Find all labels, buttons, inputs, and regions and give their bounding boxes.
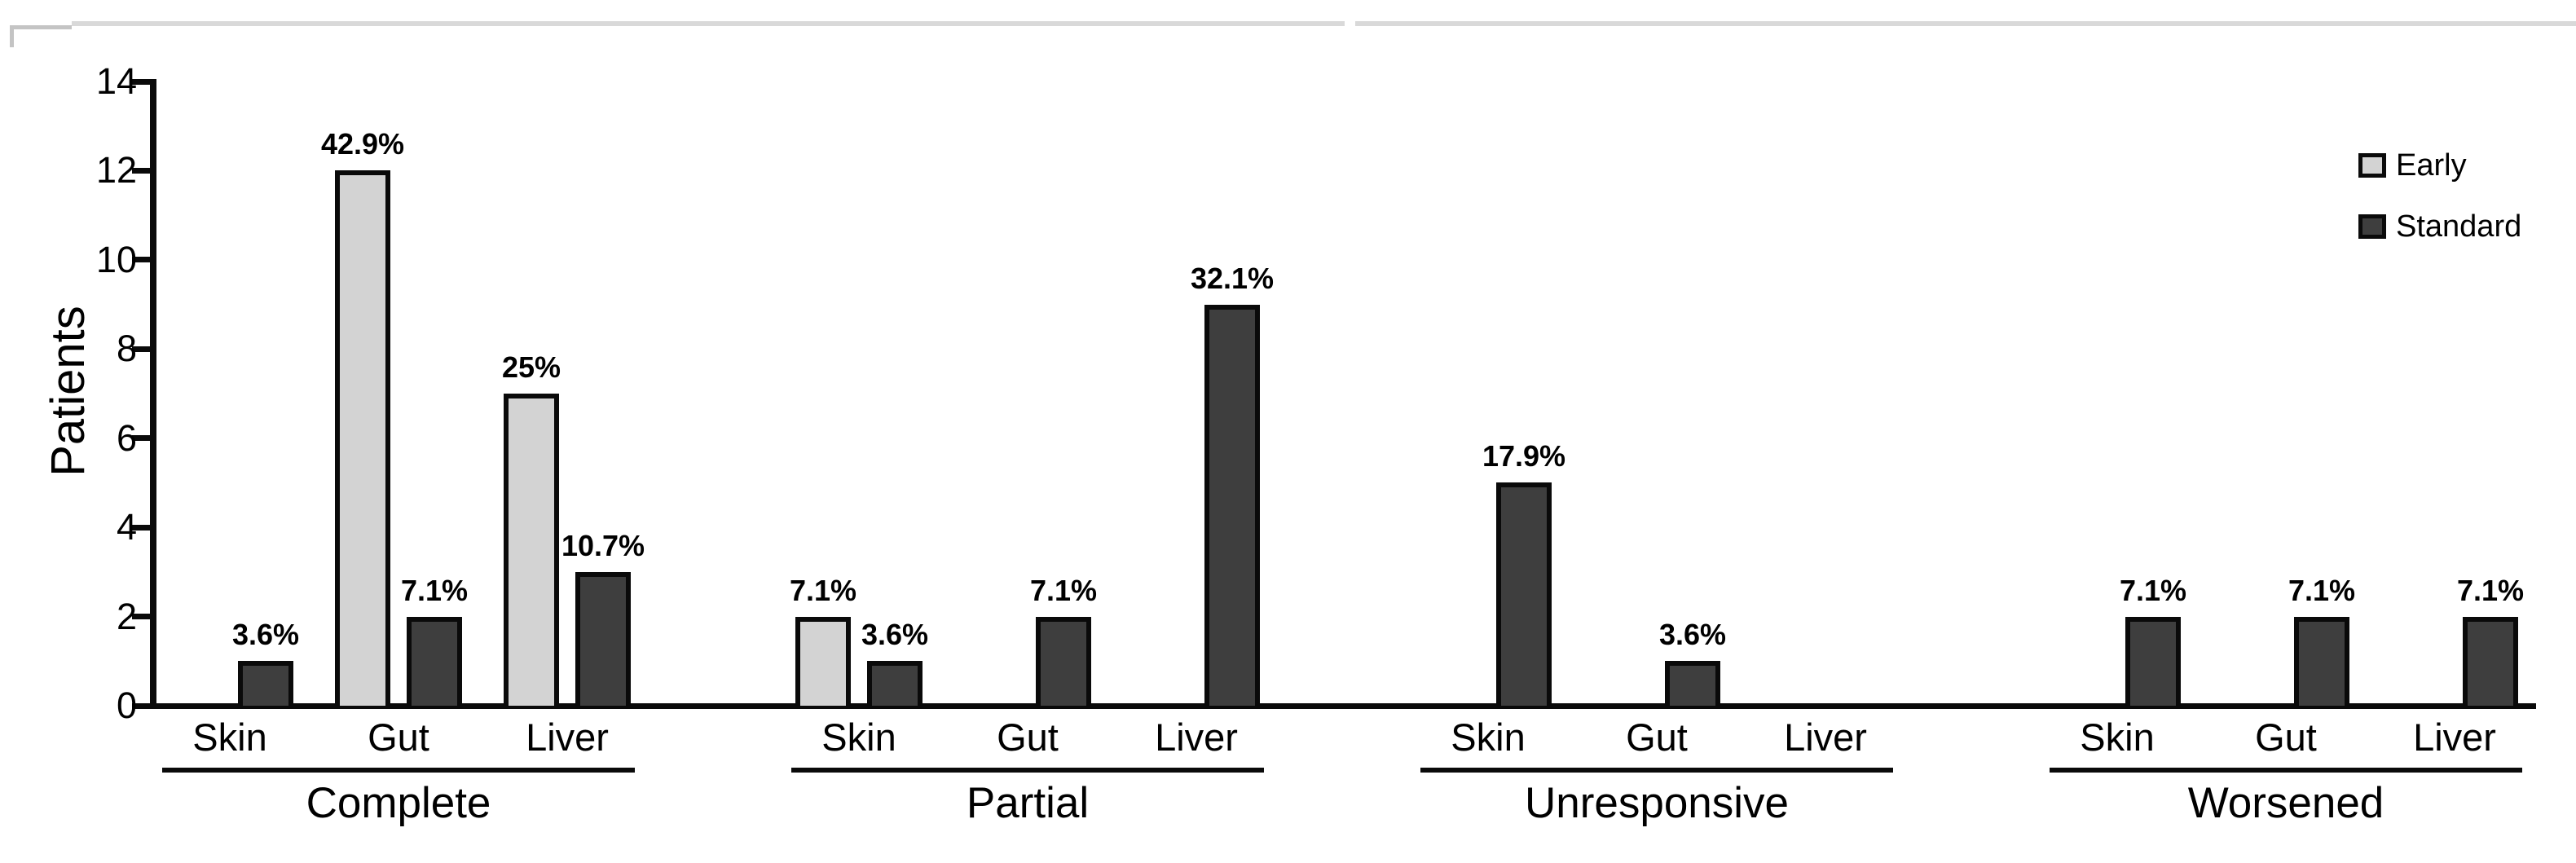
y-axis-title: Patients xyxy=(42,306,95,477)
group-label-worsened: Worsened xyxy=(2187,779,2384,827)
group-label-unresponsive: Unresponsive xyxy=(1524,779,1790,827)
y-tick-mark xyxy=(132,702,152,709)
category-label-partial-skin: Skin xyxy=(821,715,896,759)
group-label-complete: Complete xyxy=(306,779,491,827)
category-label-partial-liver: Liver xyxy=(1155,715,1238,759)
category-label-unresponsive-skin: Skin xyxy=(1451,715,1526,759)
bar-standard-worsened-liver xyxy=(2463,617,2518,706)
bar-standard-complete-liver xyxy=(575,572,631,706)
bar-standard-complete-skin xyxy=(238,661,293,706)
value-label-standard-worsened-gut: 7.1% xyxy=(2288,574,2356,607)
category-label-complete-skin: Skin xyxy=(192,715,267,759)
y-tick-mark xyxy=(132,524,152,531)
y-tick-mark xyxy=(132,167,152,174)
value-label-standard-complete-skin: 3.6% xyxy=(231,618,300,651)
bar-standard-worsened-skin xyxy=(2125,617,2181,706)
bar-standard-unresponsive-gut xyxy=(1665,661,1720,706)
value-label-standard-partial-gut: 7.1% xyxy=(1029,574,1098,607)
value-label-standard-unresponsive-skin: 17.9% xyxy=(1482,439,1566,473)
group-underline-complete xyxy=(162,768,635,773)
y-tick-label: 12 xyxy=(95,149,137,192)
category-label-worsened-skin: Skin xyxy=(2080,715,2155,759)
group-label-partial: Partial xyxy=(966,779,1090,827)
category-label-worsened-gut: Gut xyxy=(2255,715,2317,759)
category-label-unresponsive-gut: Gut xyxy=(1626,715,1688,759)
group-underline-partial xyxy=(791,768,1264,773)
y-tick-label: 6 xyxy=(116,416,137,459)
bar-standard-unresponsive-skin xyxy=(1496,482,1552,706)
value-label-early-complete-gut: 42.9% xyxy=(320,127,405,161)
y-tick-label: 10 xyxy=(95,238,137,280)
category-label-partial-gut: Gut xyxy=(997,715,1059,759)
scan-artifact-top-line-left xyxy=(72,21,1345,26)
group-underline-worsened xyxy=(2050,768,2522,773)
bar-early-complete-liver xyxy=(504,394,559,706)
category-label-worsened-liver: Liver xyxy=(2413,715,2496,759)
category-label-complete-liver: Liver xyxy=(526,715,609,759)
bar-standard-partial-liver xyxy=(1204,305,1260,706)
y-tick-label: 4 xyxy=(116,506,137,548)
value-label-standard-unresponsive-gut: 3.6% xyxy=(1658,618,1727,651)
value-label-standard-worsened-skin: 7.1% xyxy=(2119,574,2187,607)
legend-swatch-standard xyxy=(2358,214,2386,239)
category-label-unresponsive-liver: Liver xyxy=(1784,715,1867,759)
category-label-complete-gut: Gut xyxy=(368,715,429,759)
legend-label-standard: Standard xyxy=(2396,209,2522,244)
y-axis-spine xyxy=(150,79,156,709)
scan-artifact-corner-v xyxy=(10,25,14,47)
legend-swatch-early xyxy=(2358,153,2386,178)
scan-artifact-top-line-right xyxy=(1355,21,2576,26)
bar-standard-partial-gut xyxy=(1036,617,1091,706)
scan-artifact-corner-h xyxy=(10,25,72,29)
y-tick-label: 0 xyxy=(116,685,137,726)
y-tick-label: 8 xyxy=(116,328,137,370)
bar-early-complete-gut xyxy=(335,170,390,706)
y-tick-mark xyxy=(132,346,152,352)
y-tick-label: 14 xyxy=(95,60,137,102)
y-tick-mark xyxy=(132,614,152,620)
bar-early-partial-skin xyxy=(795,617,851,706)
y-tick-mark xyxy=(132,435,152,442)
x-axis-baseline xyxy=(150,703,2536,709)
value-label-standard-partial-skin: 3.6% xyxy=(861,618,929,651)
value-label-standard-worsened-liver: 7.1% xyxy=(2456,574,2525,607)
y-tick-mark xyxy=(132,257,152,263)
legend-label-early: Early xyxy=(2396,148,2467,183)
value-label-standard-partial-liver: 32.1% xyxy=(1190,262,1275,295)
group-underline-unresponsive xyxy=(1420,768,1893,773)
y-tick-label: 2 xyxy=(116,595,137,637)
bar-standard-worsened-gut xyxy=(2294,617,2349,706)
bar-standard-complete-gut xyxy=(407,617,462,706)
value-label-early-complete-liver: 25% xyxy=(501,350,561,384)
value-label-standard-complete-gut: 7.1% xyxy=(400,574,469,607)
y-tick-mark xyxy=(132,78,152,85)
value-label-early-partial-skin: 7.1% xyxy=(789,574,857,607)
bar-standard-partial-skin xyxy=(867,661,923,706)
value-label-standard-complete-liver: 10.7% xyxy=(561,529,645,562)
